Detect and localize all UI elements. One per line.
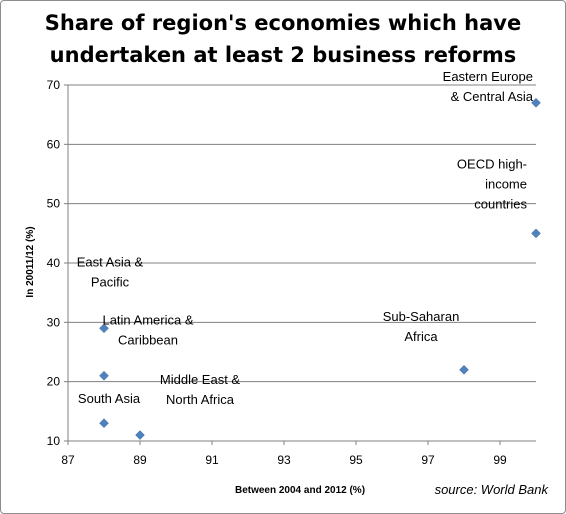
scatter-point [99, 418, 109, 429]
point-label-line: Latin America & [102, 313, 193, 328]
chart-title-line-1: Share of region's economies which have [45, 11, 521, 35]
y-axis-label: In 20011/12 (%) [25, 226, 36, 297]
point-label: Sub-Saharan Africa [383, 309, 460, 344]
point-label-line: Eastern Europe [443, 69, 533, 84]
x-tick-label: 99 [493, 453, 507, 467]
y-tick-label: 50 [47, 197, 61, 211]
point-label-line: OECD high- [457, 156, 527, 171]
y-tick-label: 30 [47, 315, 61, 329]
point-label: OECD high-income countries [457, 156, 528, 211]
point-label-line: Sub-Saharan [383, 309, 460, 324]
data-points [99, 97, 541, 440]
tick-labels: 10 20 30 40 50 60 70 87 89 91 93 95 97 99 [47, 78, 507, 467]
point-label: East Asia & Pacific [77, 254, 144, 289]
point-label-line: income [485, 176, 527, 191]
x-tick-label: 91 [205, 453, 219, 467]
gridlines [68, 84, 536, 383]
point-label-line: & Central Asia [451, 89, 534, 104]
axes [64, 84, 536, 445]
scatter-point [531, 97, 541, 108]
point-label-line: countries [474, 196, 527, 211]
scatter-point [459, 364, 469, 375]
x-tick-label: 89 [133, 453, 147, 467]
scatter-point [531, 228, 541, 239]
point-label-line: Africa [404, 329, 438, 344]
point-label-line: East Asia & [77, 254, 144, 269]
x-tick-label: 95 [349, 453, 363, 467]
point-label: Middle East & North Africa [160, 372, 241, 407]
x-tick-label: 87 [61, 453, 75, 467]
point-label-line: Caribbean [118, 333, 178, 348]
y-tick-label: 10 [47, 434, 61, 448]
point-label: Latin America & Caribbean [102, 313, 193, 348]
x-tick-label: 97 [421, 453, 435, 467]
chart-title-line-2: undertaken at least 2 business reforms [50, 43, 517, 67]
point-label-line: North Africa [166, 392, 235, 407]
point-label-line: Pacific [91, 274, 130, 289]
point-label-line: Middle East & [160, 372, 241, 387]
x-tick-label: 93 [277, 453, 291, 467]
y-tick-label: 40 [47, 256, 61, 270]
y-tick-label: 20 [47, 375, 61, 389]
scatter-point [99, 370, 109, 381]
x-axis-label: Between 2004 and 2012 (%) [235, 485, 365, 496]
point-label: Eastern Europe & Central Asia [443, 69, 534, 104]
y-tick-label: 70 [47, 78, 61, 92]
scatter-point [135, 430, 145, 440]
point-labels: Eastern Europe & Central Asia OECD high-in… [77, 69, 534, 407]
y-tick-label: 60 [47, 137, 61, 151]
scatter-point [99, 323, 109, 334]
point-label: South Asia [78, 391, 141, 406]
source-note: source: World Bank [435, 482, 550, 497]
point-label-line: South Asia [78, 391, 141, 406]
